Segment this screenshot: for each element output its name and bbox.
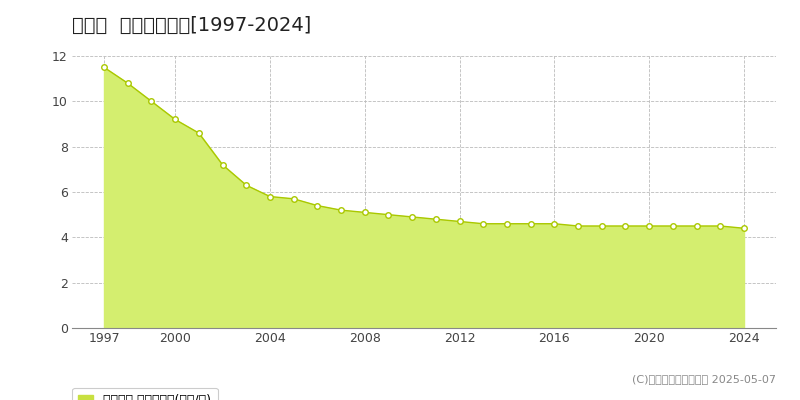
Text: 東庄町  基準地価推移[1997-2024]: 東庄町 基準地価推移[1997-2024] [72, 16, 311, 35]
Legend: 基準地価 平均坪単価(万円/坪): 基準地価 平均坪単価(万円/坪) [72, 388, 218, 400]
Text: (C)土地価格ドットコム 2025-05-07: (C)土地価格ドットコム 2025-05-07 [632, 374, 776, 384]
